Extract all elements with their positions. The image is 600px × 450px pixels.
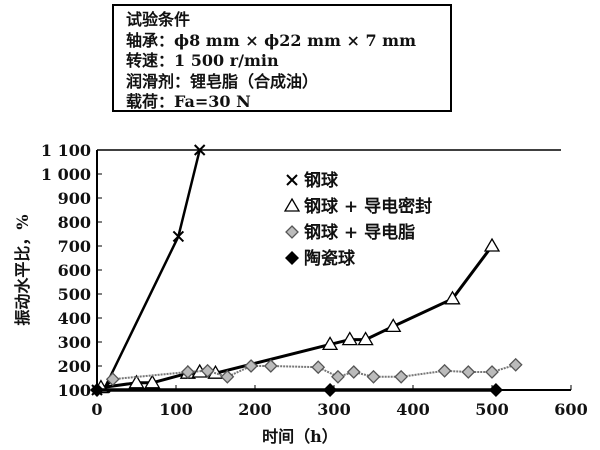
x-tick-label: 300 [317,400,350,419]
legend-marker-4 [285,251,299,265]
condition-bearing: 轴承：ϕ8 mm × ϕ22 mm × 7 mm [126,30,417,50]
data-point-series-2 [128,374,145,389]
data-point-series-3 [508,357,523,372]
y-tick-label: 500 [58,285,91,304]
data-point-series-1 [193,144,206,156]
data-point-series-1 [172,230,185,243]
legend-label-4: 陶瓷球 [304,248,356,269]
data-point-series-3 [366,369,381,384]
test-conditions-box: 试验条件 轴承：ϕ8 mm × ϕ22 mm × 7 mm 转速：1 500 r… [112,4,452,112]
data-point-series-2 [483,237,501,252]
legend-marker-1 [286,174,298,186]
data-point-series-4 [488,383,503,397]
y-tick-label: 100 [58,381,91,400]
y-tick-label: 200 [58,357,91,376]
data-point-series-3 [200,363,215,378]
y-tick-label: 400 [58,309,91,328]
y-tick-label: 700 [58,237,91,256]
condition-speed: 转速：1 500 r/min [126,51,279,70]
legend-label-2: 钢球 + 导电密封 [304,196,432,217]
data-point-series-3 [437,363,452,378]
conditions-title: 试验条件 [126,10,191,29]
series-line-1 [96,149,201,392]
legend-label-3: 钢球 + 导电脂 [304,222,415,243]
x-axis-label: 时间（h） [262,427,338,446]
x-tick-label: 600 [554,400,587,419]
x-tick-label: 0 [91,400,102,419]
data-point-series-3 [244,359,258,373]
data-point-series-2 [144,374,161,389]
legend-marker-2 [283,197,301,212]
data-point-series-3 [180,365,195,379]
data-point-series-3 [263,359,278,373]
y-tick-label: 900 [58,189,91,208]
data-point-series-2 [321,336,339,351]
x-tick-label: 100 [159,400,192,419]
y-tick-label: 1 000 [41,165,91,184]
data-point-series-3 [331,369,345,384]
data-point-series-3 [105,372,120,387]
condition-load: 载荷：Fa=30 N [126,92,251,111]
legend-marker-3 [285,225,299,239]
legend-label-1: 钢球 [304,170,339,191]
x-tick-label: 500 [475,400,508,419]
data-point-series-2 [444,290,461,305]
y-tick-label: 600 [58,261,91,280]
data-point-series-3 [220,369,235,384]
y-tick-label: 800 [58,213,91,232]
condition-lubricant: 润滑剂：锂皂脂（合成油） [126,71,319,91]
y-axis-label: 振动水平比，% [13,214,32,325]
data-point-series-3 [346,365,361,379]
data-point-series-2 [341,331,358,346]
data-point-series-3 [485,365,499,379]
data-point-series-2 [357,331,374,346]
data-point-series-4 [90,383,104,397]
data-point-series-3 [394,369,409,384]
x-tick-label: 200 [238,400,271,419]
x-tick-label: 400 [396,400,429,419]
y-tick-label: 300 [58,333,91,352]
data-point-series-3 [461,365,476,379]
data-point-series-4 [323,383,338,397]
data-point-series-2 [385,318,402,333]
data-point-series-3 [311,360,326,375]
series-line-3 [112,363,516,381]
y-tick-label: 1 100 [41,141,91,160]
